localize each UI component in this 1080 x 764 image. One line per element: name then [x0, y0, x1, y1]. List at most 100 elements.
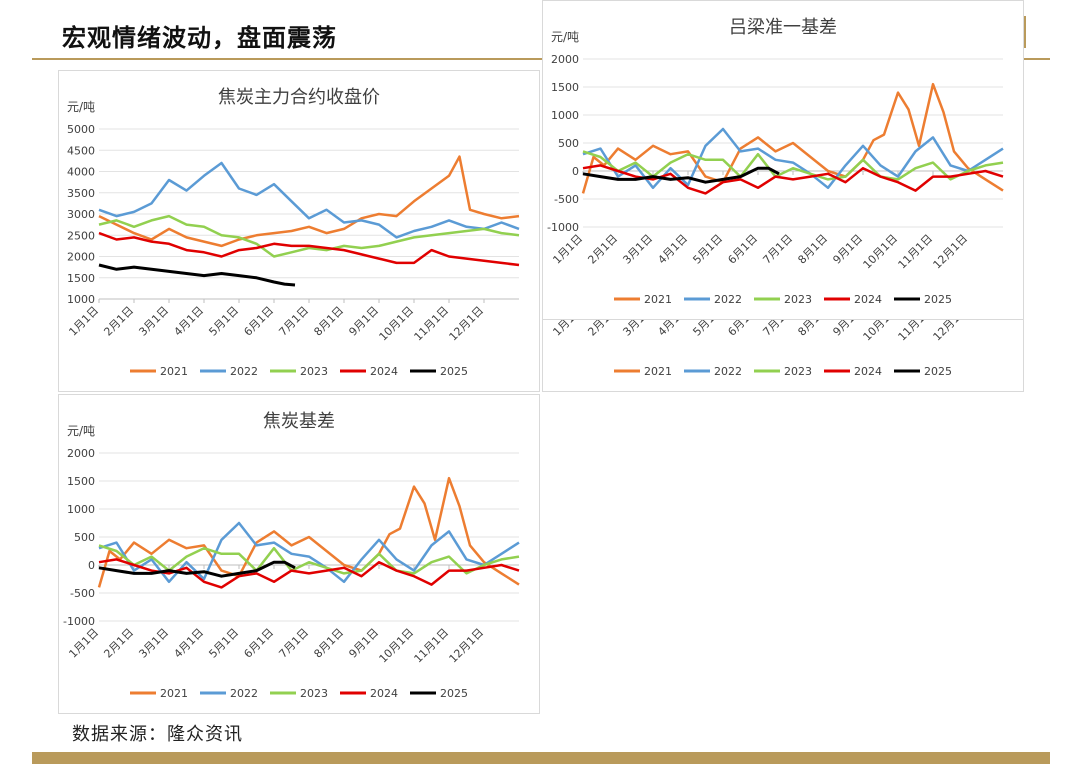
- y-tick-label: 5000: [67, 123, 95, 136]
- legend-label-2025: 2025: [924, 293, 952, 306]
- header-divider: [32, 58, 1050, 60]
- y-tick-label: 0: [572, 165, 579, 178]
- legend-label-2021: 2021: [644, 293, 672, 306]
- x-tick-label: 6月1日: [241, 304, 276, 339]
- x-tick-label: 12月1日: [447, 304, 487, 344]
- y-tick-label: 1500: [551, 81, 579, 94]
- x-tick-label: 9月1日: [346, 304, 381, 339]
- x-tick-label: 8月1日: [311, 626, 346, 661]
- legend-label-2021: 2021: [644, 365, 672, 378]
- series-line-2025: [582, 166, 780, 184]
- y-tick-label: 500: [74, 531, 95, 544]
- y-tick-label: 1500: [67, 475, 95, 488]
- series-line-2023: [582, 150, 1004, 181]
- series-line-2021: [581, 82, 1004, 194]
- legend-label-2022: 2022: [714, 365, 742, 378]
- x-tick-label: 5月1日: [206, 304, 241, 339]
- x-tick-label: 12月1日: [931, 232, 971, 272]
- legend-label-2022: 2022: [714, 293, 742, 306]
- legend-label-2025: 2025: [440, 687, 468, 700]
- x-tick-label: 11月1日: [896, 232, 936, 272]
- x-tick-label: 10月1日: [861, 232, 901, 272]
- x-tick-label: 5月1日: [690, 232, 725, 267]
- legend-label-2024: 2024: [370, 687, 398, 700]
- x-tick-label: 4月1日: [171, 304, 206, 339]
- y-tick-label: 4000: [67, 166, 95, 179]
- page-title: 宏观情绪波动，盘面震荡: [62, 23, 337, 52]
- x-tick-label: 1月1日: [550, 232, 585, 267]
- legend-label-2021: 2021: [160, 365, 188, 378]
- series-line-2021: [98, 155, 520, 248]
- series-line-2024: [582, 164, 1004, 195]
- legend-label-2023: 2023: [784, 365, 812, 378]
- legend-label-2023: 2023: [300, 687, 328, 700]
- chart-title: 焦炭基差: [263, 411, 335, 432]
- x-tick-label: 3月1日: [136, 304, 171, 339]
- y-tick-label: -500: [70, 587, 95, 600]
- x-tick-label: 7月1日: [276, 304, 311, 339]
- y-axis-unit-label: 元/吨: [67, 100, 95, 114]
- x-tick-label: 8月1日: [795, 232, 830, 267]
- y-tick-label: 1000: [67, 503, 95, 516]
- x-tick-label: 3月1日: [136, 626, 171, 661]
- y-tick-label: 3500: [67, 187, 95, 200]
- legend-label-2022: 2022: [230, 687, 258, 700]
- y-axis-unit-label: 元/吨: [551, 30, 579, 44]
- x-tick-label: 12月1日: [447, 626, 487, 666]
- legend-label-2023: 2023: [784, 293, 812, 306]
- y-tick-label: 2000: [551, 53, 579, 66]
- series-line-2025: [98, 560, 296, 578]
- x-tick-label: 5月1日: [206, 626, 241, 661]
- chart-panel-lvliang-basis: 吕梁准一基差 元/吨 -1000 -500 0 500 1000 1500 2000 1月1日 2月…: [542, 0, 1024, 320]
- legend-label-2025: 2025: [924, 365, 952, 378]
- y-tick-label: 1500: [67, 272, 95, 285]
- x-tick-label: 2月1日: [101, 626, 136, 661]
- chart-panel-coke-basis: 焦炭基差 元/吨 -1000 -500 0 500 1000 1500 2000 1月1日 2月1日…: [58, 394, 540, 714]
- series-line-2024: [98, 558, 520, 589]
- y-tick-label: 2000: [67, 251, 95, 264]
- x-tick-label: 9月1日: [830, 232, 865, 267]
- series-line-2022: [98, 161, 520, 239]
- x-tick-label: 11月1日: [412, 626, 452, 666]
- y-tick-label: 4500: [67, 144, 95, 157]
- x-tick-label: 11月1日: [412, 304, 452, 344]
- x-tick-label: 1月1日: [66, 304, 101, 339]
- legend-label-2023: 2023: [300, 365, 328, 378]
- y-tick-label: 500: [558, 137, 579, 150]
- legend-label-2024: 2024: [370, 365, 398, 378]
- legend-label-2025: 2025: [440, 365, 468, 378]
- series-line-2025: [98, 263, 296, 287]
- series-line-2023: [98, 544, 520, 575]
- legend-label-2021: 2021: [160, 687, 188, 700]
- chart-title: 吕梁准一基差: [729, 17, 837, 38]
- x-tick-label: 7月1日: [760, 232, 795, 267]
- footer-bar: [32, 752, 1050, 764]
- x-tick-label: 3月1日: [620, 232, 655, 267]
- legend-label-2022: 2022: [230, 365, 258, 378]
- series-line-2021: [97, 476, 520, 588]
- y-tick-label: 1000: [551, 109, 579, 122]
- legend-label-2024: 2024: [854, 365, 882, 378]
- data-source-note: 数据来源：隆众资讯: [72, 724, 243, 745]
- y-tick-label: 3000: [67, 208, 95, 221]
- chart-title: 焦炭主力合约收盘价: [218, 87, 380, 108]
- y-tick-label: -1000: [547, 221, 579, 234]
- series-line-2024: [98, 231, 520, 267]
- y-tick-label: -1000: [63, 615, 95, 628]
- x-tick-label: 6月1日: [241, 626, 276, 661]
- y-tick-label: 2500: [67, 229, 95, 242]
- x-tick-label: 10月1日: [377, 626, 417, 666]
- y-tick-label: 1000: [67, 293, 95, 306]
- x-tick-label: 1月1日: [66, 626, 101, 661]
- x-tick-label: 4月1日: [655, 232, 690, 267]
- x-tick-label: 6月1日: [725, 232, 760, 267]
- series-line-2022: [582, 127, 1004, 190]
- legend-label-2024: 2024: [854, 293, 882, 306]
- x-tick-label: 8月1日: [311, 304, 346, 339]
- x-tick-label: 2月1日: [585, 232, 620, 267]
- x-tick-label: 9月1日: [346, 626, 381, 661]
- x-tick-label: 7月1日: [276, 626, 311, 661]
